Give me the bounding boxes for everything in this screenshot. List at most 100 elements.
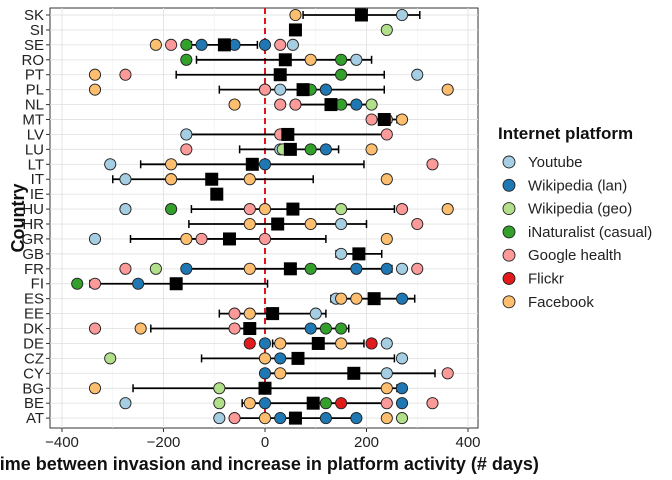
- data-point: [180, 53, 193, 66]
- mean-marker: [210, 187, 224, 201]
- data-point: [88, 83, 102, 96]
- data-point: [395, 382, 409, 395]
- x-tick-label: −200: [147, 434, 181, 451]
- y-tick-label: CY: [23, 365, 44, 382]
- data-point: [149, 38, 162, 51]
- y-tick-label: SI: [30, 22, 44, 39]
- data-point: [88, 322, 102, 335]
- mean-marker: [278, 53, 292, 67]
- data-point: [119, 397, 132, 410]
- data-point: [335, 322, 348, 335]
- y-tick-label: GR: [22, 231, 45, 248]
- mean-marker: [169, 277, 183, 291]
- mean-marker: [354, 8, 368, 22]
- data-point: [335, 203, 348, 216]
- data-point: [335, 397, 348, 410]
- x-tick-label: 400: [455, 434, 480, 451]
- y-tick-label: LT: [28, 156, 44, 173]
- data-point: [335, 68, 348, 81]
- y-tick-label: BE: [24, 395, 44, 412]
- data-point: [243, 337, 256, 350]
- x-tick-label: 0: [261, 434, 269, 451]
- y-tick-label: MT: [22, 112, 44, 129]
- legend-label: Wikipedia (lan): [528, 177, 627, 194]
- data-point: [228, 307, 241, 320]
- data-point: [258, 203, 272, 216]
- data-point: [335, 217, 348, 231]
- data-point: [304, 217, 317, 231]
- data-point: [180, 232, 193, 245]
- mean-marker: [266, 307, 280, 321]
- y-tick-label: SE: [24, 37, 44, 54]
- y-tick-label: AT: [26, 410, 44, 427]
- data-point: [165, 158, 178, 171]
- y-tick-label: DE: [23, 335, 44, 352]
- mean-marker: [245, 157, 259, 171]
- data-point: [395, 8, 409, 22]
- y-axis-title: Country: [8, 184, 28, 253]
- mean-marker: [283, 142, 297, 156]
- mean-marker: [306, 396, 320, 410]
- mean-marker: [271, 217, 285, 231]
- mean-marker: [205, 172, 219, 186]
- data-point: [88, 68, 102, 81]
- data-point: [350, 53, 363, 66]
- legend-marker: [502, 178, 516, 192]
- data-point: [350, 262, 363, 275]
- y-tick-label: FI: [31, 276, 44, 293]
- legend: Internet platform Youtube Wikipedia (lan)…: [498, 124, 652, 311]
- data-point: [365, 113, 378, 126]
- y-tick-label: RO: [22, 52, 45, 69]
- legend-label: Google health: [528, 247, 621, 264]
- y-tick-label: HR: [22, 216, 44, 233]
- data-point: [395, 352, 409, 365]
- data-point: [258, 412, 272, 425]
- data-point: [258, 83, 272, 96]
- data-point: [88, 277, 102, 290]
- data-point: [104, 158, 117, 171]
- data-point: [258, 397, 272, 410]
- data-point: [304, 53, 317, 66]
- data-point: [119, 173, 132, 186]
- mean-marker: [258, 381, 272, 395]
- y-tick-label: SK: [24, 7, 44, 24]
- data-point: [380, 262, 393, 275]
- data-point: [319, 83, 332, 96]
- data-point: [350, 292, 363, 305]
- legend-marker: [502, 295, 516, 309]
- data-point: [365, 143, 378, 156]
- legend-label: iNaturalist (casual): [528, 224, 652, 241]
- x-tick-label: −400: [45, 434, 79, 451]
- data-point: [380, 232, 393, 245]
- data-point: [165, 173, 178, 186]
- data-point: [395, 262, 409, 275]
- data-point: [380, 337, 393, 350]
- data-point: [228, 412, 241, 425]
- y-tick-label: PL: [26, 82, 44, 99]
- data-point: [274, 337, 287, 350]
- y-tick-label: PT: [25, 67, 44, 84]
- data-point: [180, 262, 193, 275]
- mean-marker: [281, 127, 295, 141]
- data-point: [411, 262, 424, 275]
- data-point: [165, 38, 178, 51]
- data-point: [119, 262, 132, 275]
- data-point: [228, 98, 241, 111]
- legend-label: Flickr: [528, 271, 564, 288]
- data-point: [119, 68, 132, 81]
- data-point: [426, 397, 439, 410]
- data-point: [395, 113, 409, 126]
- data-point: [274, 367, 287, 380]
- data-point: [335, 292, 348, 305]
- y-tick-label: LU: [25, 141, 44, 158]
- mean-marker: [286, 202, 300, 216]
- data-point: [274, 83, 287, 96]
- data-point: [395, 412, 409, 425]
- legend-marker: [502, 225, 516, 239]
- data-point: [149, 262, 162, 275]
- y-tick-label: LV: [27, 126, 44, 143]
- data-point: [395, 397, 409, 410]
- mean-marker: [283, 262, 297, 276]
- data-point: [88, 382, 102, 395]
